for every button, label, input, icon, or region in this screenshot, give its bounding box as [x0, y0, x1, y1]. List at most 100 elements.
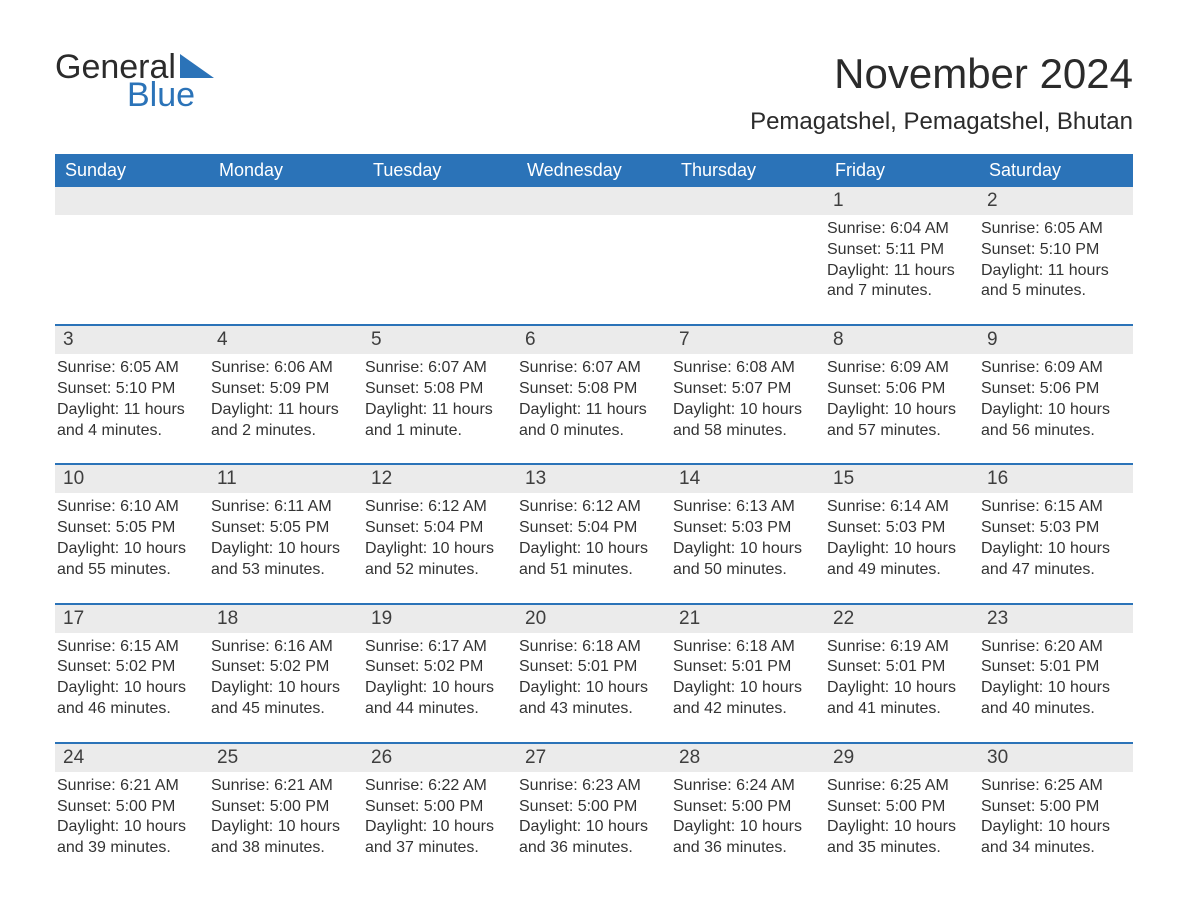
sunrise-text: Sunrise: 6:09 AM — [981, 358, 1127, 379]
day-body: Sunrise: 6:04 AMSunset: 5:11 PMDaylight:… — [825, 215, 979, 302]
sunrise-text: Sunrise: 6:16 AM — [211, 637, 357, 658]
weekday-tuesday: Tuesday — [363, 154, 517, 187]
day-cell: 27Sunrise: 6:23 AMSunset: 5:00 PMDayligh… — [517, 744, 671, 865]
sunrise-text: Sunrise: 6:12 AM — [519, 497, 665, 518]
day-number: 5 — [363, 326, 517, 354]
month-title: November 2024 — [750, 50, 1133, 98]
daylight-text: Daylight: 10 hours and 56 minutes. — [981, 400, 1127, 442]
day-body — [55, 215, 209, 295]
sunrise-text: Sunrise: 6:23 AM — [519, 776, 665, 797]
day-cell: 6Sunrise: 6:07 AMSunset: 5:08 PMDaylight… — [517, 326, 671, 447]
sunset-text: Sunset: 5:07 PM — [673, 379, 819, 400]
day-body — [209, 215, 363, 295]
day-body — [517, 215, 671, 295]
day-cell: 17Sunrise: 6:15 AMSunset: 5:02 PMDayligh… — [55, 605, 209, 726]
day-number: 2 — [979, 187, 1133, 215]
sunset-text: Sunset: 5:05 PM — [211, 518, 357, 539]
daylight-text: Daylight: 10 hours and 37 minutes. — [365, 817, 511, 859]
day-cell — [55, 187, 209, 308]
day-body: Sunrise: 6:05 AMSunset: 5:10 PMDaylight:… — [55, 354, 209, 441]
weekday-monday: Monday — [209, 154, 363, 187]
sunset-text: Sunset: 5:09 PM — [211, 379, 357, 400]
day-number: 8 — [825, 326, 979, 354]
day-number: 11 — [209, 465, 363, 493]
sunrise-text: Sunrise: 6:12 AM — [365, 497, 511, 518]
sunrise-text: Sunrise: 6:24 AM — [673, 776, 819, 797]
sunrise-text: Sunrise: 6:05 AM — [57, 358, 203, 379]
logo: General Blue — [55, 50, 214, 112]
title-block: November 2024 Pemagatshel, Pemagatshel, … — [750, 50, 1133, 136]
daylight-text: Daylight: 10 hours and 39 minutes. — [57, 817, 203, 859]
day-number — [671, 187, 825, 215]
sunset-text: Sunset: 5:01 PM — [673, 657, 819, 678]
sunrise-text: Sunrise: 6:15 AM — [57, 637, 203, 658]
day-body: Sunrise: 6:25 AMSunset: 5:00 PMDaylight:… — [825, 772, 979, 859]
day-number: 18 — [209, 605, 363, 633]
day-number: 3 — [55, 326, 209, 354]
day-number: 23 — [979, 605, 1133, 633]
sunset-text: Sunset: 5:03 PM — [673, 518, 819, 539]
daylight-text: Daylight: 10 hours and 46 minutes. — [57, 678, 203, 720]
day-cell: 9Sunrise: 6:09 AMSunset: 5:06 PMDaylight… — [979, 326, 1133, 447]
daylight-text: Daylight: 10 hours and 40 minutes. — [981, 678, 1127, 720]
weeks-container: 1Sunrise: 6:04 AMSunset: 5:11 PMDaylight… — [55, 187, 1133, 865]
day-cell: 3Sunrise: 6:05 AMSunset: 5:10 PMDaylight… — [55, 326, 209, 447]
day-number: 28 — [671, 744, 825, 772]
weekday-wednesday: Wednesday — [517, 154, 671, 187]
day-body: Sunrise: 6:09 AMSunset: 5:06 PMDaylight:… — [825, 354, 979, 441]
daylight-text: Daylight: 10 hours and 53 minutes. — [211, 539, 357, 581]
day-body: Sunrise: 6:11 AMSunset: 5:05 PMDaylight:… — [209, 493, 363, 580]
day-cell — [671, 187, 825, 308]
sunrise-text: Sunrise: 6:07 AM — [519, 358, 665, 379]
daylight-text: Daylight: 11 hours and 7 minutes. — [827, 261, 973, 303]
daylight-text: Daylight: 10 hours and 47 minutes. — [981, 539, 1127, 581]
day-cell — [209, 187, 363, 308]
day-number — [209, 187, 363, 215]
sunset-text: Sunset: 5:06 PM — [981, 379, 1127, 400]
day-body: Sunrise: 6:21 AMSunset: 5:00 PMDaylight:… — [55, 772, 209, 859]
sunrise-text: Sunrise: 6:06 AM — [211, 358, 357, 379]
day-body: Sunrise: 6:16 AMSunset: 5:02 PMDaylight:… — [209, 633, 363, 720]
day-body: Sunrise: 6:12 AMSunset: 5:04 PMDaylight:… — [517, 493, 671, 580]
day-number: 9 — [979, 326, 1133, 354]
day-cell: 19Sunrise: 6:17 AMSunset: 5:02 PMDayligh… — [363, 605, 517, 726]
sunset-text: Sunset: 5:10 PM — [57, 379, 203, 400]
calendar: Sunday Monday Tuesday Wednesday Thursday… — [55, 154, 1133, 865]
daylight-text: Daylight: 10 hours and 45 minutes. — [211, 678, 357, 720]
sunrise-text: Sunrise: 6:17 AM — [365, 637, 511, 658]
daylight-text: Daylight: 10 hours and 52 minutes. — [365, 539, 511, 581]
day-body: Sunrise: 6:25 AMSunset: 5:00 PMDaylight:… — [979, 772, 1133, 859]
daylight-text: Daylight: 10 hours and 34 minutes. — [981, 817, 1127, 859]
day-body: Sunrise: 6:23 AMSunset: 5:00 PMDaylight:… — [517, 772, 671, 859]
day-number: 25 — [209, 744, 363, 772]
day-number: 21 — [671, 605, 825, 633]
page-header: General Blue November 2024 Pemagatshel, … — [55, 50, 1133, 136]
day-number: 19 — [363, 605, 517, 633]
day-body: Sunrise: 6:15 AMSunset: 5:02 PMDaylight:… — [55, 633, 209, 720]
day-cell: 21Sunrise: 6:18 AMSunset: 5:01 PMDayligh… — [671, 605, 825, 726]
sunrise-text: Sunrise: 6:21 AM — [211, 776, 357, 797]
day-body: Sunrise: 6:09 AMSunset: 5:06 PMDaylight:… — [979, 354, 1133, 441]
day-cell: 16Sunrise: 6:15 AMSunset: 5:03 PMDayligh… — [979, 465, 1133, 586]
daylight-text: Daylight: 10 hours and 44 minutes. — [365, 678, 511, 720]
day-cell: 23Sunrise: 6:20 AMSunset: 5:01 PMDayligh… — [979, 605, 1133, 726]
day-number: 13 — [517, 465, 671, 493]
daylight-text: Daylight: 11 hours and 0 minutes. — [519, 400, 665, 442]
day-cell: 29Sunrise: 6:25 AMSunset: 5:00 PMDayligh… — [825, 744, 979, 865]
sunrise-text: Sunrise: 6:13 AM — [673, 497, 819, 518]
sunset-text: Sunset: 5:00 PM — [827, 797, 973, 818]
logo-word-blue: Blue — [55, 78, 214, 112]
day-number: 6 — [517, 326, 671, 354]
day-number: 14 — [671, 465, 825, 493]
day-cell: 25Sunrise: 6:21 AMSunset: 5:00 PMDayligh… — [209, 744, 363, 865]
sunset-text: Sunset: 5:00 PM — [57, 797, 203, 818]
sunrise-text: Sunrise: 6:25 AM — [981, 776, 1127, 797]
sunrise-text: Sunrise: 6:04 AM — [827, 219, 973, 240]
day-body: Sunrise: 6:17 AMSunset: 5:02 PMDaylight:… — [363, 633, 517, 720]
sunrise-text: Sunrise: 6:19 AM — [827, 637, 973, 658]
day-number: 10 — [55, 465, 209, 493]
day-number — [363, 187, 517, 215]
daylight-text: Daylight: 11 hours and 4 minutes. — [57, 400, 203, 442]
day-body: Sunrise: 6:10 AMSunset: 5:05 PMDaylight:… — [55, 493, 209, 580]
sunset-text: Sunset: 5:02 PM — [365, 657, 511, 678]
